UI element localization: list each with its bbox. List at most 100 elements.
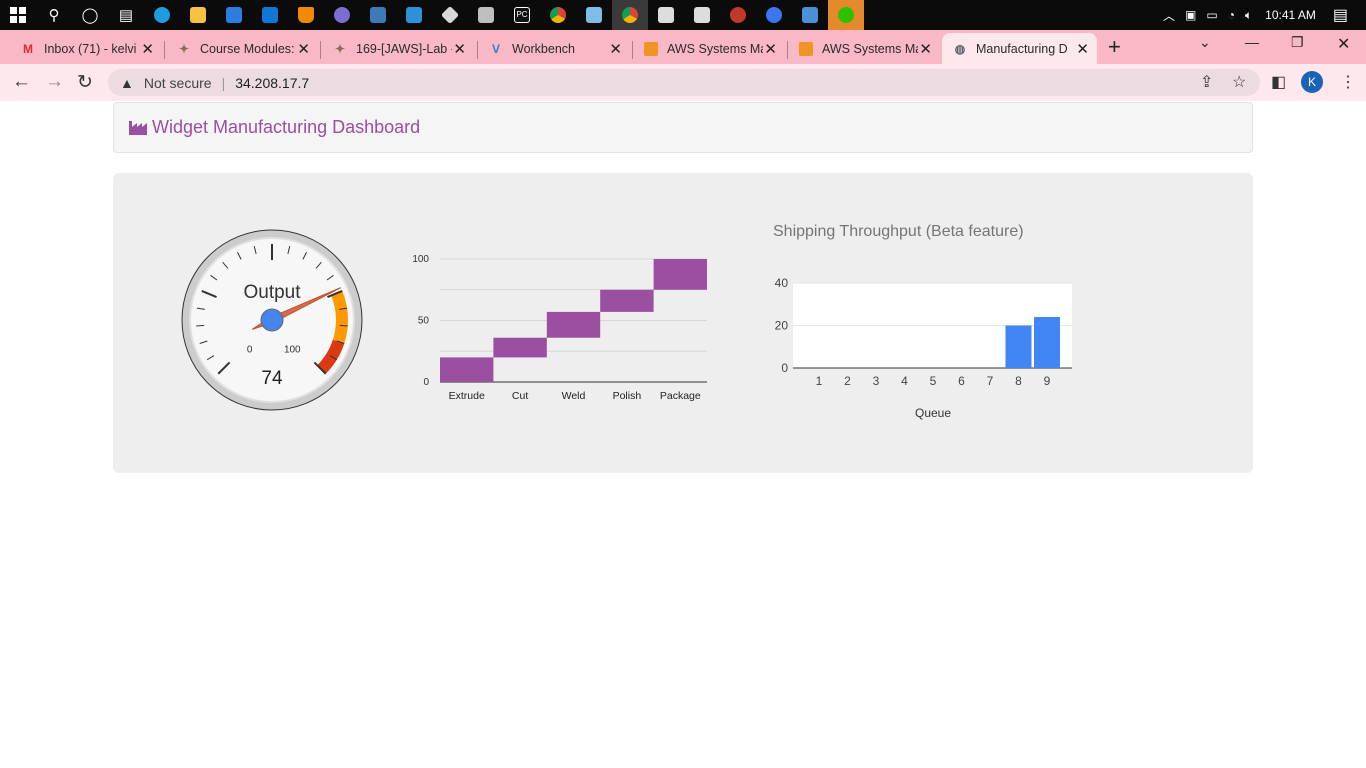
x-tick-label: 6: [958, 374, 965, 388]
gauge-minor-tick: [210, 274, 218, 281]
gauge-minor-tick: [336, 340, 345, 344]
tab-manufacturing-dashboard[interactable]: ◍ Manufacturing D ✕: [942, 33, 1097, 64]
wechat-icon[interactable]: [828, 0, 864, 30]
profile-avatar[interactable]: K: [1301, 71, 1323, 93]
tab-title: Course Modules:: [200, 41, 295, 56]
close-icon[interactable]: ✕: [919, 41, 932, 58]
chevron-up-icon[interactable]: ︿: [1163, 8, 1176, 23]
store-icon[interactable]: [216, 0, 252, 30]
back-button[interactable]: ←: [12, 71, 31, 92]
page-title: Widget Manufacturing Dashboard: [152, 117, 421, 137]
close-icon[interactable]: ✕: [1076, 41, 1089, 58]
gauge-minor-tick: [222, 261, 229, 269]
gauge-major-tick: [201, 289, 217, 298]
aws-icon: [798, 41, 814, 57]
tab-search-icon[interactable]: ⌄: [1199, 34, 1211, 50]
windows-taskbar: ⚲ ◯ ▤ PC ︿ ▣ ▭ ◔ 🔈︎ 10:41 AM ▤: [0, 0, 1366, 30]
x-tick-label: Polish: [613, 390, 642, 402]
new-tab-button[interactable]: +: [1108, 34, 1121, 59]
meet-icon[interactable]: ▣: [1185, 8, 1197, 22]
share-icon[interactable]: ⇪: [1200, 74, 1214, 91]
x-tick-label: Weld: [562, 390, 586, 402]
tab-title: Manufacturing D: [976, 41, 1068, 56]
gauge-minor-tick: [315, 261, 322, 269]
cortana-icon[interactable]: ◯: [81, 7, 99, 24]
url-text[interactable]: 34.208.17.7: [235, 74, 310, 91]
menu-icon[interactable]: ⋮: [1340, 74, 1356, 91]
signal-icon[interactable]: [756, 0, 792, 30]
gauge-band: [317, 339, 345, 374]
virtualbox-icon[interactable]: [684, 0, 720, 30]
close-icon[interactable]: ✕: [141, 41, 154, 58]
tab-course-modules[interactable]: ✦ Course Modules: ✕: [166, 33, 318, 64]
notepad-icon[interactable]: [576, 0, 612, 30]
reload-button[interactable]: ↻: [77, 72, 93, 93]
app-icon[interactable]: [468, 0, 504, 30]
waterfall-bar: [546, 311, 601, 338]
minimize-button[interactable]: —: [1245, 34, 1259, 50]
task-view-icon[interactable]: ▤: [118, 7, 134, 24]
app-icon[interactable]: [324, 0, 360, 30]
y-tick-label: 0: [423, 377, 429, 388]
tab-title: AWS Systems Ma: [822, 41, 918, 56]
pycharm-icon[interactable]: PC: [504, 0, 540, 30]
close-icon[interactable]: ✕: [453, 41, 466, 58]
mail-icon[interactable]: [252, 0, 288, 30]
gauge-minor-tick: [196, 324, 205, 327]
tab-jaws-lab[interactable]: ✦ 169-[JAWS]-Lab - ✕: [322, 33, 474, 64]
tab-title: AWS Systems Ma: [667, 41, 763, 56]
notifications-icon[interactable]: ▤: [1332, 7, 1348, 24]
security-label[interactable]: Not secure: [143, 74, 212, 91]
close-icon[interactable]: ✕: [609, 41, 622, 58]
restore-button[interactable]: ❐: [1291, 34, 1304, 50]
taskbar-clock[interactable]: 10:41 AM: [1265, 8, 1316, 22]
edge-icon[interactable]: [144, 0, 180, 30]
chrome-icon[interactable]: [540, 0, 576, 30]
warning-icon[interactable]: ▲: [120, 74, 134, 91]
tab-gmail[interactable]: M Inbox (71) - kelvi ✕: [10, 33, 162, 64]
side-panel-icon[interactable]: ◧: [1271, 74, 1287, 91]
file-explorer-icon[interactable]: [180, 0, 216, 30]
tab-strip: M Inbox (71) - kelvi ✕ ✦ Course Modules:…: [0, 30, 1366, 64]
gauge-major-tick: [313, 361, 327, 375]
gauge-minor-tick: [302, 252, 307, 260]
tab-workbench[interactable]: V Workbench ✕: [478, 33, 630, 64]
charts-panel: 0 100 Output 74 0 50 100 Extrude Cut Weld Polish P…: [113, 173, 1253, 473]
search-icon[interactable]: ⚲: [48, 7, 60, 24]
waterfall-bar: [653, 259, 707, 290]
tab-aws-systems-manager[interactable]: AWS Systems Ma ✕: [788, 33, 940, 64]
vs-code-icon[interactable]: [396, 0, 432, 30]
window-close-button[interactable]: ✕: [1337, 36, 1351, 53]
bookmark-star-icon[interactable]: ☆: [1232, 74, 1247, 91]
x-tick-label: Cut: [512, 390, 528, 402]
tab-title: Inbox (71) - kelvi: [44, 41, 137, 56]
x-tick-label: Extrude: [449, 390, 485, 402]
gauge-min-label: 0: [247, 344, 253, 355]
forward-button[interactable]: →: [45, 71, 64, 92]
wifi-icon[interactable]: ◔: [1227, 8, 1235, 22]
app-icon[interactable]: [720, 0, 756, 30]
vocareum-icon: V: [491, 41, 500, 56]
git-icon[interactable]: [432, 0, 468, 30]
gauge-value: 74: [261, 368, 283, 389]
gauge-minor-tick: [237, 252, 242, 260]
windows-start-icon[interactable]: [0, 0, 36, 30]
app-icon[interactable]: [360, 0, 396, 30]
gauge-minor-tick: [206, 355, 215, 361]
battery-icon[interactable]: ▭: [1206, 8, 1218, 22]
throughput-bar: [1034, 317, 1060, 368]
factory-icon: [129, 121, 147, 135]
chrome-icon[interactable]: [612, 0, 648, 30]
vlc-icon[interactable]: [288, 0, 324, 30]
gauge-minor-tick: [339, 307, 348, 310]
close-icon[interactable]: ✕: [764, 41, 777, 58]
close-icon[interactable]: ✕: [297, 41, 310, 58]
throughput-bar: [1005, 325, 1032, 368]
tab-aws-systems-manager[interactable]: AWS Systems Ma ✕: [633, 33, 785, 64]
x-tick-label: 2: [844, 374, 851, 388]
volume-icon[interactable]: 🔈︎: [1244, 7, 1253, 22]
gauge-minor-tick: [199, 340, 208, 344]
app-icon[interactable]: [792, 0, 828, 30]
address-bar[interactable]: ▲ Not secure | 34.208.17.7: [108, 69, 1260, 96]
virtualbox-icon[interactable]: [648, 0, 684, 30]
